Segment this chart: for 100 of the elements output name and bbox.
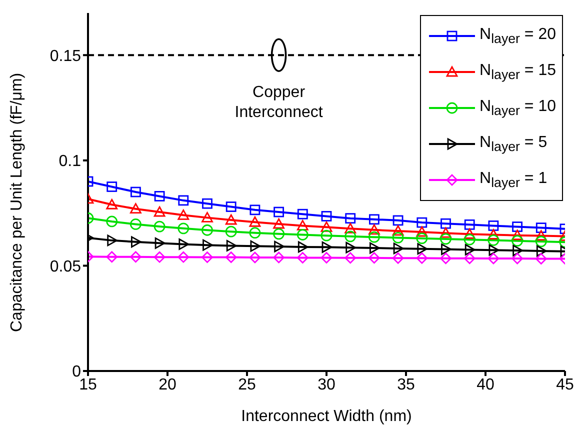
point	[249, 252, 261, 264]
point	[154, 191, 165, 202]
point	[154, 220, 166, 232]
point	[154, 251, 166, 263]
point	[417, 243, 428, 255]
point	[416, 226, 428, 237]
point	[440, 233, 452, 245]
point	[226, 202, 236, 212]
point	[249, 216, 261, 227]
point	[202, 224, 213, 236]
point	[107, 234, 118, 246]
point	[512, 230, 523, 240]
point	[131, 236, 142, 248]
legend-label: N$_{layer}$ = 1	[480, 170, 548, 190]
point	[344, 222, 356, 234]
point	[416, 232, 428, 244]
point	[440, 218, 451, 229]
point	[154, 237, 166, 249]
x-tick-label: 40	[476, 376, 494, 394]
point	[512, 244, 523, 256]
point	[130, 251, 142, 263]
legend-label: N$_{layer}$ = 10	[480, 98, 556, 118]
point	[321, 211, 332, 222]
point	[202, 239, 213, 251]
point	[369, 214, 380, 225]
point	[488, 229, 500, 240]
x-tick-label: 45	[556, 376, 574, 394]
point	[346, 242, 356, 254]
point	[250, 204, 260, 216]
point	[440, 252, 452, 264]
legend-label: N$_{layer}$ = 5	[480, 134, 548, 154]
legend-label: N$_{layer}$ = 15	[480, 62, 556, 82]
point	[535, 253, 547, 264]
y-tick-label: 0.1	[58, 153, 82, 170]
point	[178, 209, 190, 220]
point	[416, 217, 428, 228]
point	[464, 234, 476, 246]
point	[320, 230, 332, 242]
point	[488, 244, 500, 256]
point	[392, 252, 404, 264]
point	[297, 208, 308, 220]
point	[250, 240, 261, 252]
point	[368, 224, 380, 235]
y-tick-label: 0.15	[50, 48, 82, 65]
point	[225, 226, 237, 238]
y-tick-label: 0	[72, 364, 82, 381]
point	[464, 228, 476, 239]
point	[296, 229, 308, 240]
x-tick-label: 15	[79, 376, 97, 394]
ref-line-label: Copper Interconnect	[234, 84, 324, 122]
point	[464, 252, 476, 264]
point	[273, 252, 284, 264]
point	[202, 198, 212, 209]
x-axis-title: Interconnect Width (nm)	[241, 408, 412, 425]
point	[535, 236, 547, 248]
point	[392, 232, 404, 244]
y-tick-label: 0.05	[50, 258, 82, 276]
point	[226, 240, 237, 252]
point	[178, 251, 190, 263]
point	[225, 214, 237, 225]
point	[512, 235, 523, 247]
point	[464, 244, 476, 256]
point	[464, 219, 475, 230]
point	[345, 213, 356, 224]
x-tick-label: 35	[397, 376, 415, 394]
point	[488, 220, 499, 231]
point	[488, 252, 500, 264]
point	[535, 230, 547, 240]
x-tick-label: 25	[238, 376, 256, 394]
point	[296, 252, 308, 264]
point	[536, 245, 547, 257]
point	[322, 241, 332, 253]
legend-label: N$_{layer}$ = 20	[480, 26, 556, 46]
point	[368, 252, 380, 264]
point	[178, 238, 190, 250]
point	[106, 251, 118, 263]
x-tick-label: 30	[318, 376, 336, 394]
point	[536, 222, 546, 233]
point	[416, 252, 428, 264]
point	[320, 221, 332, 232]
point	[441, 244, 452, 255]
point	[249, 227, 261, 239]
point	[488, 234, 500, 246]
point	[178, 195, 189, 206]
point	[298, 241, 308, 253]
point	[393, 242, 404, 254]
point	[440, 227, 452, 238]
point	[296, 220, 308, 230]
point	[273, 218, 284, 229]
point	[273, 228, 284, 240]
point	[202, 252, 213, 263]
point	[274, 240, 284, 252]
point	[344, 230, 356, 242]
point	[202, 212, 213, 222]
x-tick-label: 20	[158, 376, 176, 394]
point	[392, 225, 404, 236]
point	[392, 215, 404, 226]
point	[106, 198, 118, 210]
y-axis-title: Capacitance per Unit Length (fF/μm)	[8, 72, 26, 332]
point	[320, 252, 332, 264]
